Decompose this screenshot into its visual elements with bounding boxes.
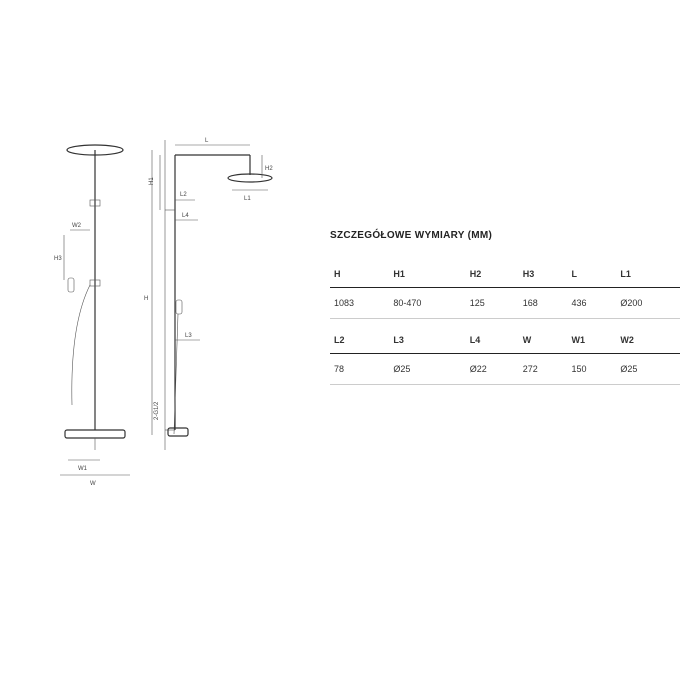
cell: Ø22 <box>466 354 519 385</box>
cell: 80-470 <box>389 288 465 319</box>
dim-label-h2: H2 <box>265 166 273 172</box>
table-row: 78 Ø25 Ø22 272 150 Ø25 <box>330 354 680 385</box>
section-title: SZCZEGÓŁOWE WYMIARY (MM) <box>330 230 680 241</box>
dim-label-w: W <box>90 481 96 487</box>
col-header: L2 <box>330 325 389 354</box>
cell: 125 <box>466 288 519 319</box>
technical-diagram: W2 H3 W1 W <box>40 130 300 510</box>
col-header: H2 <box>466 259 519 288</box>
col-header: L4 <box>466 325 519 354</box>
dimensions-section: SZCZEGÓŁOWE WYMIARY (MM) H H1 H2 H3 L L1… <box>330 230 680 385</box>
cell: 168 <box>519 288 568 319</box>
col-header: L3 <box>389 325 465 354</box>
col-header: L1 <box>616 259 680 288</box>
table-header-row: H H1 H2 H3 L L1 <box>330 259 680 288</box>
cell: Ø25 <box>389 354 465 385</box>
dim-label-l1: L1 <box>244 196 251 202</box>
cell: 436 <box>568 288 617 319</box>
col-header: H <box>330 259 389 288</box>
table-row: 1083 80-470 125 168 436 Ø200 <box>330 288 680 319</box>
dim-label-w2: W2 <box>72 223 82 229</box>
col-header: L <box>568 259 617 288</box>
dim-label-w1: W1 <box>78 466 88 472</box>
page-canvas: W2 H3 W1 W <box>0 0 700 700</box>
col-header: W <box>519 325 568 354</box>
cell: Ø200 <box>616 288 680 319</box>
dim-label-l4: L4 <box>182 213 189 219</box>
dimensions-table: H H1 H2 H3 L L1 1083 80-470 125 168 436 … <box>330 259 680 385</box>
dim-label-h: H <box>144 296 148 302</box>
dim-label-l3: L3 <box>185 333 192 339</box>
col-header: H3 <box>519 259 568 288</box>
cell: 150 <box>568 354 617 385</box>
dim-label-h1: H1 <box>149 177 155 185</box>
dim-label-l2: L2 <box>180 192 187 198</box>
cell: 272 <box>519 354 568 385</box>
diagram-svg: W2 H3 W1 W <box>40 130 300 510</box>
table-header-row: L2 L3 L4 W W1 W2 <box>330 325 680 354</box>
dim-label-g: 2-G1/2 <box>154 401 160 420</box>
col-header: H1 <box>389 259 465 288</box>
col-header: W1 <box>568 325 617 354</box>
cell: 1083 <box>330 288 389 319</box>
cell: 78 <box>330 354 389 385</box>
dim-label-h3: H3 <box>54 256 62 262</box>
cell: Ø25 <box>616 354 680 385</box>
col-header: W2 <box>616 325 680 354</box>
dim-label-l: L <box>205 138 209 144</box>
